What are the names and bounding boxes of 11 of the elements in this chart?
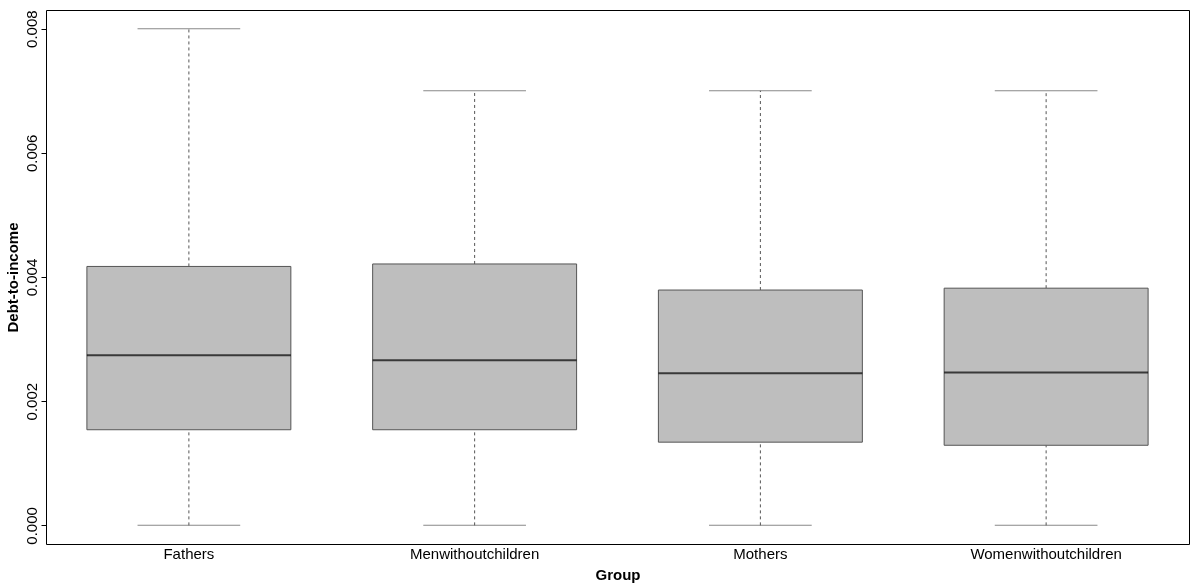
x-tick-label: Womenwithoutchildren xyxy=(970,544,1122,562)
x-tick-label: Menwithoutchildren xyxy=(410,544,540,562)
x-axis-title: Group xyxy=(595,565,641,583)
y-tick-label: 0.004 xyxy=(22,258,40,297)
y-axis-title: Debt-to-income xyxy=(3,222,21,333)
y-tick-label: 0.006 xyxy=(22,134,40,173)
y-tick-label: 0.002 xyxy=(22,382,40,421)
y-tick-label: 0.000 xyxy=(22,507,40,545)
x-tick-label: Mothers xyxy=(733,544,788,562)
x-tick-label: Fathers xyxy=(163,544,215,562)
y-tick-label: 0.008 xyxy=(22,10,40,48)
